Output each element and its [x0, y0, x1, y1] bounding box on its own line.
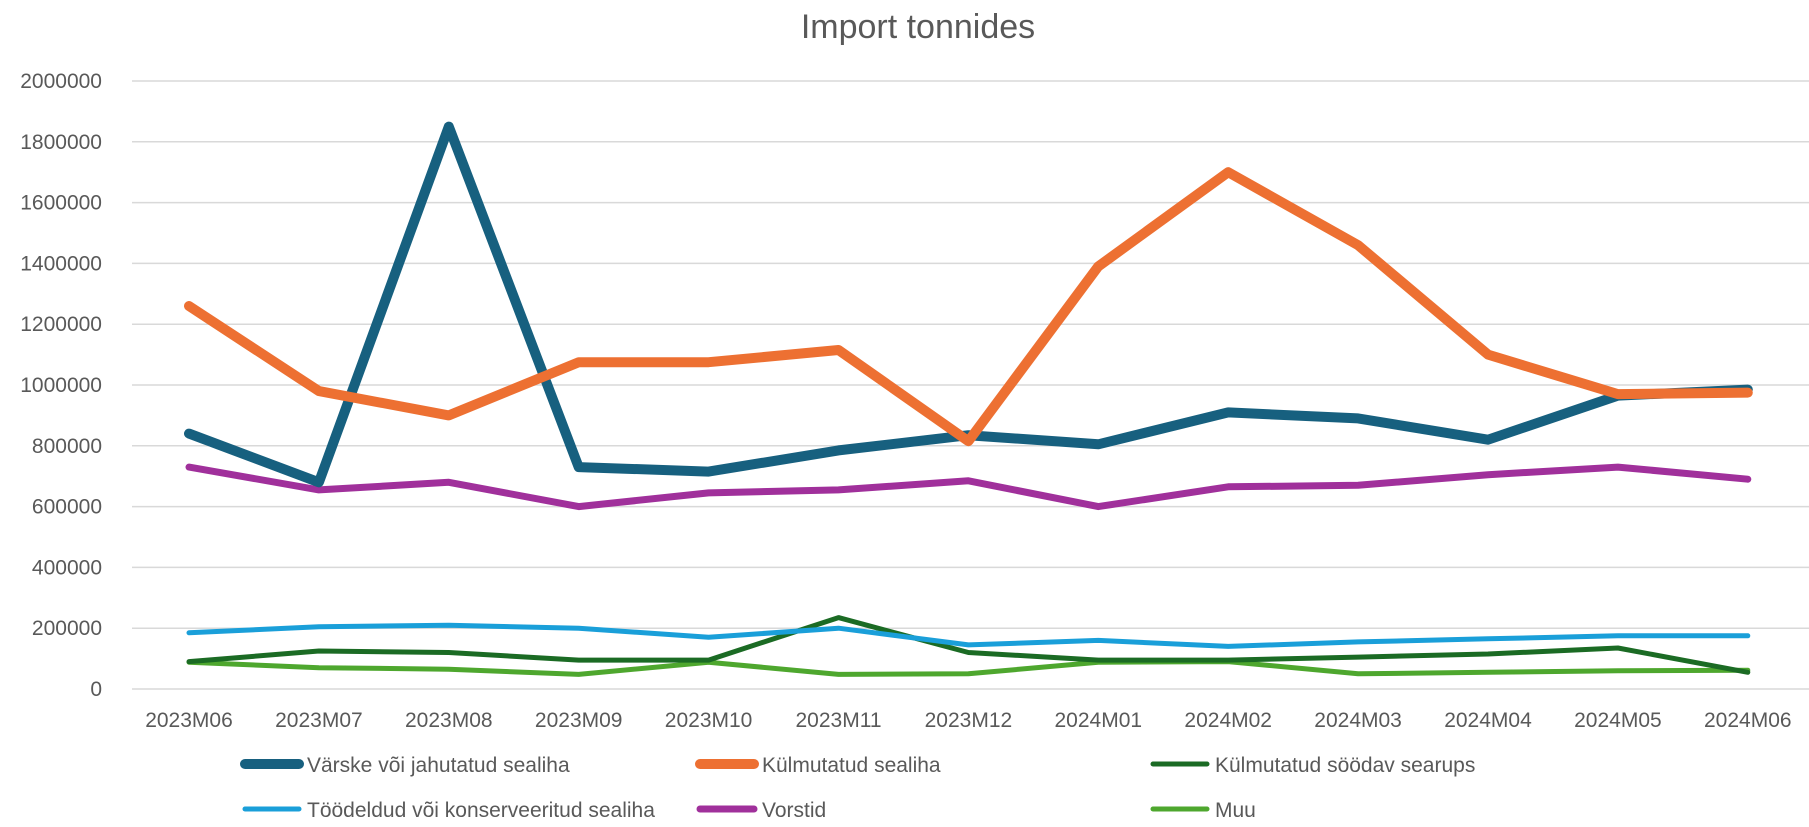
- legend-item: Töödeldud või konserveeritud sealiha: [242, 799, 655, 822]
- series-line-5: [186, 659, 1751, 677]
- series-line-1: [184, 167, 1753, 447]
- y-tick-label: 1000000: [20, 374, 102, 397]
- x-tick-label: 2023M07: [275, 709, 363, 732]
- legend-item: Külmutatud söödav searups: [1150, 754, 1475, 777]
- x-tick-label: 2023M10: [665, 709, 753, 732]
- legend-label: Külmutatud sealiha: [762, 754, 941, 777]
- series-line-2: [186, 615, 1751, 675]
- series-line-4: [185, 463, 1752, 511]
- y-tick-label: 600000: [32, 496, 102, 519]
- x-tick-label: 2024M02: [1184, 709, 1272, 732]
- y-axis-ticks: 0 200000 400000 600000 800000 1000000 1200000 1…: [20, 70, 102, 701]
- y-tick-label: 2000000: [20, 70, 102, 93]
- y-tick-label: 1200000: [20, 313, 102, 336]
- y-tick-label: 1400000: [20, 252, 102, 275]
- legend-label: Muu: [1215, 799, 1256, 822]
- y-tick-label: 0: [90, 678, 102, 701]
- y-tick-label: 1600000: [20, 192, 102, 215]
- legend-label: Vorstid: [762, 799, 826, 822]
- series-lines: [184, 121, 1753, 677]
- x-tick-label: 2024M01: [1055, 709, 1143, 732]
- series-line-0: [184, 121, 1753, 488]
- x-tick-label: 2023M09: [535, 709, 623, 732]
- chart-title: Import tonnides: [801, 8, 1035, 46]
- x-tick-label: 2024M06: [1704, 709, 1792, 732]
- x-tick-label: 2023M12: [925, 709, 1013, 732]
- legend-item: Muu: [1150, 799, 1256, 822]
- x-tick-label: 2023M06: [145, 709, 233, 732]
- y-tick-label: 1800000: [20, 131, 102, 154]
- legend-label: Värske või jahutatud sealiha: [307, 754, 570, 777]
- y-tick-label: 400000: [32, 556, 102, 579]
- x-tick-label: 2024M04: [1444, 709, 1532, 732]
- x-tick-label: 2023M11: [795, 709, 881, 732]
- legend-label: Külmutatud söödav searups: [1215, 754, 1475, 777]
- y-tick-label: 200000: [32, 617, 102, 640]
- y-tick-label: 800000: [32, 435, 102, 458]
- series-line-3: [186, 622, 1751, 649]
- x-tick-label: 2024M03: [1314, 709, 1402, 732]
- legend: Värske või jahutatud sealiha Külmutatud s…: [240, 754, 1475, 822]
- legend-item: Värske või jahutatud sealiha: [240, 754, 570, 777]
- legend-item: Külmutatud sealiha: [695, 754, 941, 777]
- x-axis-ticks: 2023M06 2023M07 2023M08 2023M09 2023M10 2023M…: [145, 709, 1791, 732]
- gridlines: [132, 80, 1809, 690]
- x-tick-label: 2024M05: [1574, 709, 1662, 732]
- x-tick-label: 2023M08: [405, 709, 493, 732]
- legend-label: Töödeldud või konserveeritud sealiha: [307, 799, 655, 822]
- legend-item: Vorstid: [696, 799, 826, 822]
